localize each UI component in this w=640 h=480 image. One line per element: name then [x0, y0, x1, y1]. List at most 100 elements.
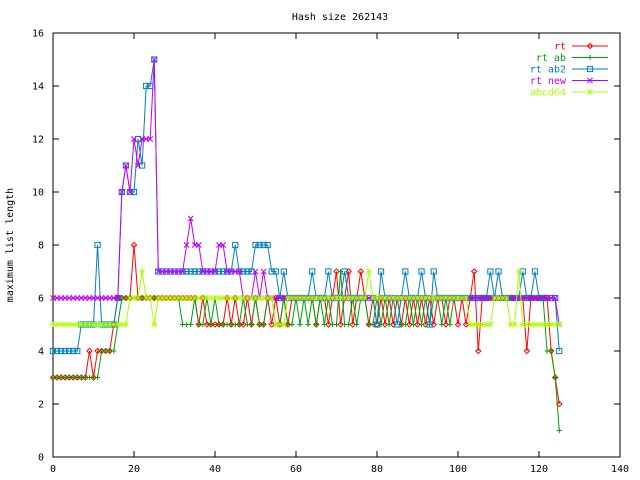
data-point — [309, 295, 316, 301]
data-point — [426, 321, 433, 328]
data-point — [426, 295, 433, 301]
data-point — [252, 295, 259, 301]
data-point — [70, 321, 77, 328]
data-point — [111, 348, 117, 354]
legend-label: abcd64 — [530, 88, 566, 99]
x-tick-label: 60 — [290, 464, 302, 475]
data-point — [220, 295, 226, 301]
legend-label: rt — [554, 42, 566, 53]
data-point — [374, 295, 380, 301]
data-point — [487, 321, 494, 328]
data-point — [321, 295, 328, 301]
data-point — [422, 295, 429, 301]
data-point — [357, 268, 365, 275]
data-point — [587, 89, 593, 95]
data-point — [244, 268, 251, 275]
data-point — [544, 321, 550, 328]
data-point — [442, 321, 450, 328]
data-point — [264, 295, 271, 301]
data-point — [50, 321, 56, 328]
data-point — [418, 268, 425, 275]
data-point — [341, 268, 348, 275]
data-point — [305, 321, 311, 328]
data-point — [70, 347, 77, 355]
x-axis: 0 20 40 60 80 100 120 140 — [50, 33, 629, 475]
data-point — [272, 268, 279, 275]
data-point — [66, 347, 73, 355]
data-point — [552, 374, 558, 381]
data-point — [495, 295, 502, 301]
data-point — [131, 136, 137, 142]
data-point — [333, 268, 340, 275]
data-point — [264, 241, 271, 249]
data-point — [171, 295, 178, 301]
data-point — [86, 321, 93, 328]
data-point — [345, 295, 352, 301]
data-point — [370, 295, 376, 301]
data-point — [110, 321, 117, 328]
data-point — [58, 347, 65, 355]
data-point — [587, 54, 593, 61]
data-point — [268, 295, 275, 301]
data-point — [143, 82, 150, 90]
data-point — [183, 242, 190, 248]
data-point — [187, 215, 194, 222]
y-tick-label: 0 — [38, 453, 44, 464]
data-point — [430, 268, 437, 275]
data-point — [216, 295, 222, 301]
x-tick-label: 100 — [449, 464, 467, 475]
data-point — [586, 42, 594, 50]
data-point — [102, 321, 109, 328]
data-point — [252, 241, 259, 249]
data-point — [131, 295, 137, 301]
data-point — [325, 295, 332, 301]
data-point — [587, 77, 593, 84]
data-point — [586, 65, 594, 73]
data-point — [195, 268, 202, 275]
data-point — [224, 295, 231, 301]
data-point — [519, 321, 526, 328]
data-point — [204, 295, 210, 301]
data-point — [236, 268, 243, 275]
data-point — [228, 295, 235, 301]
data-point — [212, 268, 218, 275]
data-point — [454, 321, 462, 328]
data-point — [114, 295, 121, 301]
data-point — [195, 242, 202, 248]
data-point — [434, 295, 441, 301]
data-point — [208, 295, 214, 301]
data-point — [329, 295, 336, 301]
series-abcd64 — [50, 268, 563, 328]
data-point — [297, 321, 303, 328]
data-point — [402, 268, 409, 275]
data-point — [90, 321, 97, 328]
data-point — [106, 321, 113, 328]
data-point — [191, 268, 198, 275]
data-point — [341, 295, 348, 301]
data-point — [354, 321, 360, 328]
data-point — [377, 268, 385, 275]
data-point — [455, 295, 461, 301]
data-point — [386, 321, 392, 328]
data-point — [175, 295, 182, 301]
data-point — [248, 295, 255, 301]
data-point — [130, 241, 138, 249]
y-tick-label: 8 — [38, 241, 44, 252]
data-point — [74, 321, 81, 328]
data-point — [195, 295, 202, 301]
data-point — [297, 295, 303, 301]
data-point — [511, 321, 518, 328]
data-point — [248, 268, 255, 275]
x-tick-label: 80 — [371, 464, 383, 475]
data-point — [94, 241, 101, 249]
y-tick-label: 14 — [32, 82, 44, 93]
data-point — [381, 321, 389, 328]
data-point — [179, 268, 186, 275]
data-point — [248, 321, 255, 328]
data-point — [130, 188, 138, 196]
data-point — [240, 295, 247, 301]
data-point — [289, 321, 295, 328]
data-point — [187, 268, 194, 275]
